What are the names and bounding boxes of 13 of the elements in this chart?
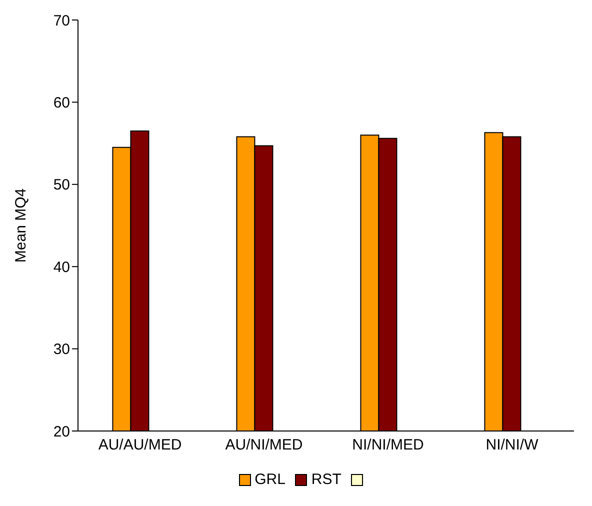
x-tick-label: AU/AU/MED [98,436,182,454]
y-tick-label: 70 [53,12,70,30]
x-tick-label: NI/NI/W [486,436,540,454]
y-tick-label: 20 [53,423,70,440]
y-tick-label: 50 [53,176,70,194]
x-tick-label: AU/NI/MED [225,436,303,454]
y-tick-label: 60 [53,94,70,112]
y-axis-title: Mean MQ4 [12,188,30,263]
x-tick-label: NI/NI/MED [352,436,424,454]
legend-label: GRL [254,471,286,488]
legend-label: RST [311,471,342,488]
y-tick-label: 30 [53,341,70,358]
y-tick-label: 40 [53,258,70,276]
